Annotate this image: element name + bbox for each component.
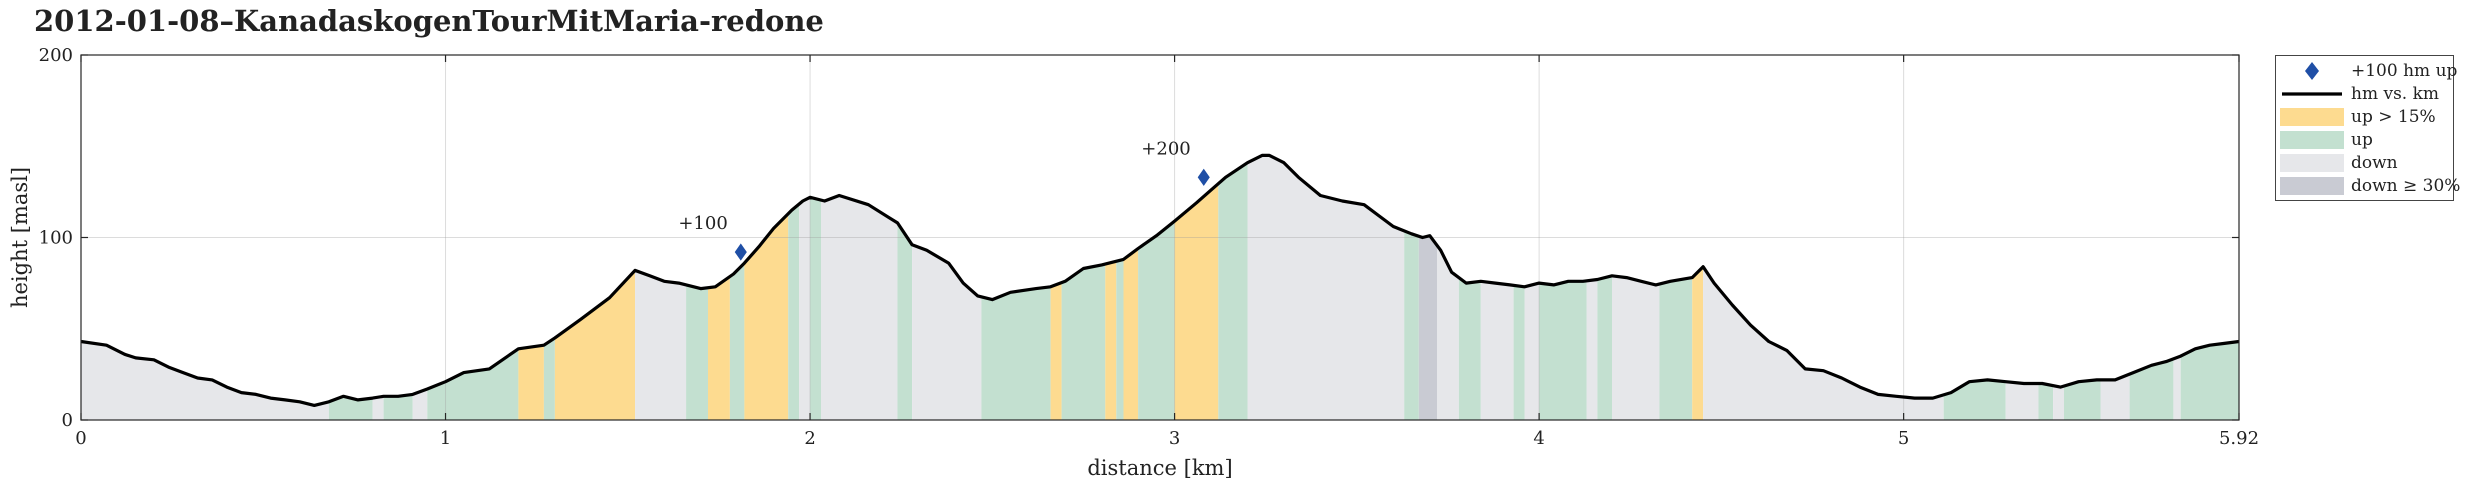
segment-down_steep (1418, 235, 1437, 420)
x-tick-label: 3 (1169, 428, 1180, 449)
segment-up (1513, 285, 1525, 420)
chart-title: 2012-01-08–KanadaskogenTourMitMaria-redo… (34, 4, 824, 38)
segment-up (810, 197, 821, 420)
segment-up_steep (1123, 248, 1139, 420)
segment-down (1480, 281, 1514, 420)
marker-swatch (2280, 62, 2344, 80)
axis-labels: distance [km] height [masl] (8, 167, 1233, 480)
profile-line (80, 153, 2240, 407)
segment-up (2129, 358, 2174, 420)
legend-item-marker: +100 hm up (2276, 60, 2457, 82)
segment-up (1943, 379, 2006, 420)
legend: +100 hm up hm vs. km up > 15% up down down ≥ … (2275, 55, 2460, 201)
segment-up (1218, 162, 1248, 420)
y-tick-label: 0 (62, 410, 73, 431)
x-tick-label: 0 (75, 428, 86, 449)
segment-up_steep (708, 276, 730, 420)
segment-up (2064, 379, 2101, 420)
legend-item-up-steep: up > 15% (2276, 106, 2453, 128)
segment-up (328, 396, 373, 420)
y-tick-label: 100 (39, 228, 73, 249)
segment-down (412, 389, 428, 420)
legend-label: hm vs. km (2351, 84, 2440, 104)
x-tick-label: 1 (440, 428, 451, 449)
x-axis-label: distance [km] (1087, 456, 1232, 480)
elevation-marker (732, 240, 749, 264)
segment-up (897, 222, 913, 420)
y-axis-label: height [masl] (8, 167, 32, 308)
segment-up_steep (744, 213, 789, 420)
segment-down (2173, 356, 2181, 420)
segment-down (821, 195, 898, 420)
segment-up (1404, 230, 1419, 420)
segment-up (2038, 383, 2054, 420)
x-tick-label: 2 (804, 428, 815, 449)
segment-down (1524, 283, 1540, 420)
color-swatch (2280, 177, 2344, 195)
tick-labels: 0 1 2 3 4 5 5.92 0 100 200 (39, 45, 2259, 449)
gradient-segments (81, 155, 2239, 420)
profile-line-group (80, 153, 2240, 407)
x-tick-label: 5.92 (2219, 428, 2259, 449)
legend-label: down ≥ 30% (2351, 176, 2461, 196)
marker-label: +100 (678, 213, 727, 234)
color-swatch (2280, 154, 2344, 172)
x-tick-label: 4 (1533, 428, 1544, 449)
marker-group: +100 +200 (678, 138, 1212, 264)
segment-up (2180, 341, 2239, 420)
segment-down (2100, 374, 2130, 420)
segment-up_steep (554, 270, 636, 420)
segment-up (1539, 280, 1587, 420)
x-tick-label: 5 (1898, 428, 1909, 449)
color-swatch (2280, 108, 2344, 126)
segment-up (1116, 259, 1124, 420)
segment-up_steep (1692, 266, 1704, 420)
marker-label: +200 (1141, 138, 1190, 159)
segment-down (635, 270, 687, 420)
segment-up_steep (518, 345, 544, 420)
segment-up_steep (1105, 261, 1117, 420)
segment-down (2053, 385, 2064, 420)
legend-item-up: up (2276, 129, 2453, 151)
segment-down (81, 341, 329, 420)
line-swatch (2280, 85, 2344, 103)
segment-down (372, 396, 384, 420)
segment-up (1138, 221, 1175, 420)
segment-up (788, 204, 800, 420)
segment-up (1659, 277, 1693, 420)
segment-down (799, 197, 811, 420)
legend-label: up (2351, 130, 2373, 150)
elevation-marker (1195, 165, 1212, 189)
segment-down (2005, 381, 2039, 420)
legend-label: +100 hm up (2351, 61, 2458, 81)
segment-down (1586, 279, 1598, 420)
segment-up (1458, 277, 1481, 420)
segment-down (1437, 245, 1459, 420)
legend-label: up > 15% (2351, 107, 2436, 127)
color-swatch (2280, 131, 2344, 149)
segment-up (383, 394, 413, 420)
segment-down (1703, 266, 1944, 420)
segment-up (686, 284, 708, 420)
legend-item-down: down (2276, 152, 2453, 174)
segment-up_steep (1050, 282, 1062, 420)
segment-down (912, 244, 982, 420)
y-tick-label: 200 (39, 45, 73, 66)
segment-up (427, 348, 519, 420)
segment-up (1597, 275, 1612, 420)
grid-lines (81, 55, 2239, 420)
axes (80, 54, 2240, 421)
segment-up (981, 286, 1051, 420)
legend-label: down (2351, 153, 2398, 173)
segment-up_steep (1174, 183, 1219, 420)
segment-down (1247, 155, 1405, 420)
segment-up (543, 337, 555, 420)
segment-up (729, 263, 745, 420)
legend-item-line: hm vs. km (2276, 83, 2453, 105)
legend-item-down-steep: down ≥ 30% (2276, 175, 2460, 197)
segment-up (1061, 264, 1106, 420)
segment-down (1612, 275, 1660, 420)
